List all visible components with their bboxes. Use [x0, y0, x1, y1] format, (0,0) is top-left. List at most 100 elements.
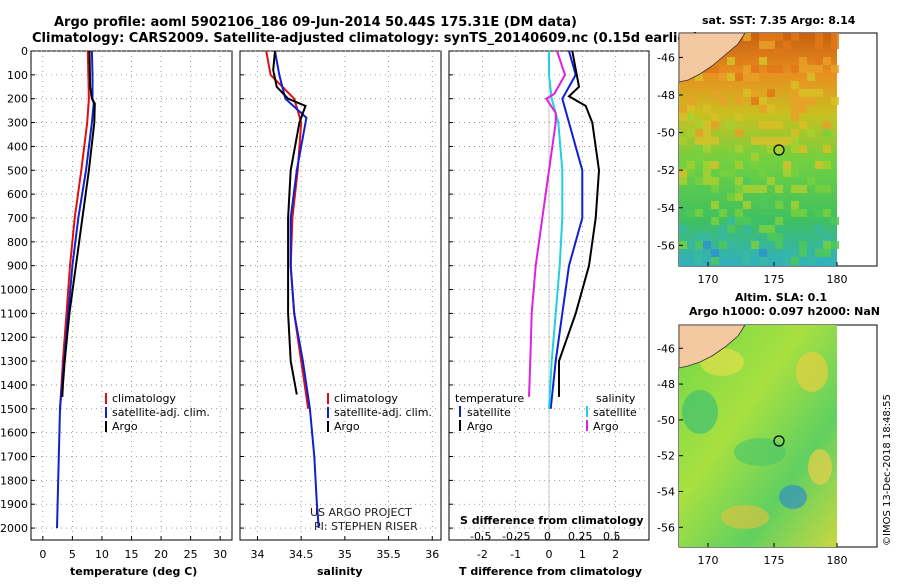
sst-pixel — [807, 257, 815, 265]
sst-pixel — [815, 209, 823, 217]
y-tick-label: 0 — [21, 45, 28, 58]
s-tick-label: 0.5 — [603, 530, 621, 543]
sst-pixel — [703, 121, 711, 129]
salinity-legend: climatology satellite-adj. clim. Argo — [327, 392, 432, 433]
x-tick-label: -1 — [510, 548, 521, 561]
sst-pixel — [735, 193, 743, 201]
sst-pixel — [775, 217, 783, 225]
sst-pixel — [775, 137, 783, 145]
sst-pixel — [775, 233, 783, 241]
sst-pixel — [711, 193, 719, 201]
sst-map: sat. SST: 7.35 Argo: 8.14 170 175 180 -46 -4… — [657, 14, 878, 286]
sst-pixel — [791, 65, 799, 73]
sst-pixel — [695, 73, 703, 81]
y-tick-label: 1900 — [0, 498, 28, 511]
map-x-tick-label: 170 — [698, 273, 719, 286]
title-line-2: Climatology: CARS2009. Satellite-adjuste… — [32, 31, 699, 46]
sst-pixel — [719, 73, 727, 81]
salinity-panel-frame — [239, 50, 442, 541]
sst-pixel — [783, 169, 791, 177]
sst-pixel — [751, 73, 759, 81]
y-tick-label: 1700 — [0, 451, 28, 464]
sst-pixel — [727, 121, 735, 129]
x-tick-label: 35 — [338, 548, 352, 561]
sst-pixel — [831, 97, 839, 105]
sst-pixel — [767, 137, 775, 145]
sst-pixel — [727, 169, 735, 177]
map-y-tick-label: -50 — [657, 414, 675, 427]
sst-pixel — [831, 41, 839, 49]
sst-pixel — [687, 113, 695, 121]
sst-pixel — [719, 97, 727, 105]
sla-eddy — [734, 438, 786, 466]
sst-pixel — [743, 249, 751, 257]
x-axis-label-difference: T difference from climatology — [459, 565, 642, 578]
sst-pixel — [775, 241, 783, 249]
series-line-argo — [61, 50, 96, 397]
sst-pixel — [823, 121, 831, 129]
salinity-plot — [265, 50, 320, 529]
sst-pixel — [751, 241, 759, 249]
sst-pixel — [679, 177, 687, 185]
sst-pixel — [791, 201, 799, 209]
sst-pixel — [823, 209, 831, 217]
sst-pixel — [695, 121, 703, 129]
sst-pixel — [727, 225, 735, 233]
sst-pixel — [735, 217, 743, 225]
sst-pixel — [703, 145, 711, 153]
sst-pixel — [695, 233, 703, 241]
sst-pixel — [775, 65, 783, 73]
legend-label-satellite: satellite-adj. clim. — [334, 406, 432, 419]
legend-label-argo: Argo — [334, 420, 360, 433]
legend-label-t-satellite: satellite — [467, 406, 511, 419]
sst-pixel — [807, 177, 815, 185]
sst-pixel — [791, 249, 799, 257]
sst-pixel — [703, 233, 711, 241]
sst-pixel — [791, 209, 799, 217]
sst-pixel — [759, 169, 767, 177]
sst-pixel — [831, 217, 839, 225]
sla-texture — [682, 348, 832, 529]
sst-pixel — [687, 129, 695, 137]
x-tick-label: 30 — [213, 548, 227, 561]
sst-pixel — [775, 121, 783, 129]
difference-legend: temperature salinity satellite Argo sate… — [455, 392, 637, 433]
map-y-tick-label: -54 — [657, 202, 675, 215]
sst-pixel — [711, 137, 719, 145]
y-tick-label: 1500 — [0, 403, 28, 416]
sst-pixel — [775, 145, 783, 153]
sst-pixel — [687, 241, 695, 249]
sst-pixel — [767, 105, 775, 113]
sst-pixel — [743, 65, 751, 73]
sst-pixel — [735, 57, 743, 65]
s-difference-label: S difference from climatology — [460, 514, 644, 527]
land-new-zealand — [678, 324, 746, 369]
map-x-tick-label: 180 — [827, 554, 848, 567]
sst-pixel — [815, 241, 823, 249]
legend-label-s-satellite: satellite — [593, 406, 637, 419]
sst-pixel — [799, 121, 807, 129]
sst-pixel — [751, 97, 759, 105]
sst-pixel — [775, 33, 783, 41]
x-tick-label: 0 — [546, 548, 553, 561]
x-tick-label: -2 — [477, 548, 488, 561]
sst-pixel — [687, 169, 695, 177]
sla-axes: 170 175 180 -46 -48 -50 -52 -54 -56 — [657, 342, 847, 567]
land-new-zealand — [678, 32, 746, 83]
sst-pixel — [695, 209, 703, 217]
sst-pixel — [823, 185, 831, 193]
sst-pixel — [823, 241, 831, 249]
sst-pixel — [743, 33, 751, 41]
sst-pixel — [791, 145, 799, 153]
legend-label-climatology: climatology — [334, 392, 398, 405]
sst-pixel — [767, 89, 775, 97]
sst-pixel — [695, 145, 703, 153]
x-tick-label: 25 — [184, 548, 198, 561]
sst-pixel — [823, 129, 831, 137]
map-y-tick-label: -48 — [657, 378, 675, 391]
sst-pixel — [759, 193, 767, 201]
sst-pixel — [711, 249, 719, 257]
legend-title-temperature: temperature — [455, 392, 524, 405]
sst-pixel — [735, 161, 743, 169]
sst-pixel — [791, 97, 799, 105]
